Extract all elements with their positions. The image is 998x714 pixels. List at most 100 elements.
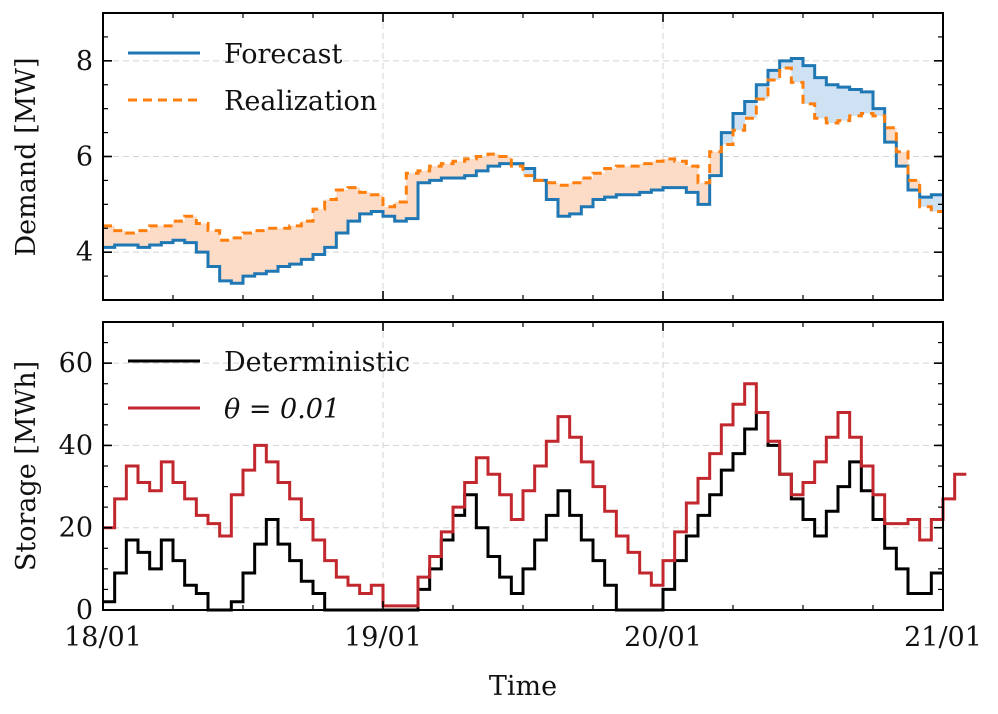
demand-y-axis-label: Demand [MW]: [11, 57, 42, 256]
storage-ytick-label: 20: [59, 513, 93, 544]
demand-fill-segment: [919, 197, 932, 207]
demand-fill-segment: [173, 221, 185, 241]
demand-fill-segment: [733, 113, 745, 131]
demand-series-lines: [103, 56, 943, 285]
demand-y-tick-labels: 4 6 8: [76, 46, 93, 268]
demand-fill-segment: [616, 166, 629, 195]
demand-fill-segment: [931, 194, 944, 212]
demand-fill-segment: [628, 166, 640, 195]
x-tick-label: 21/01: [904, 622, 982, 653]
demand-fill-segment: [581, 178, 594, 207]
demand-fill-segment: [301, 221, 314, 260]
demand-fill-segment: [663, 158, 675, 188]
demand-fill-segment: [429, 166, 442, 181]
demand-legend: Forecast Realization: [128, 39, 377, 117]
demand-axes-frame: [102, 12, 944, 301]
storage-y-axis-label: Storage [MWh]: [11, 361, 42, 571]
demand-fill-segment: [546, 182, 559, 200]
x-tick-label: 20/01: [624, 622, 702, 653]
demand-fill-segment: [336, 189, 349, 234]
demand-fill-segment: [873, 108, 885, 116]
demand-fill-segment: [861, 91, 874, 114]
demand-fill-segment: [651, 161, 664, 190]
demand-fill-segment: [604, 168, 617, 198]
legend-label-theta: θ = 0.01: [224, 394, 340, 425]
demand-fill-segment: [721, 132, 734, 145]
demand-fill-segment: [313, 209, 325, 255]
x-axis-label: Time: [489, 671, 557, 702]
demand-fill-segment: [768, 70, 780, 80]
demand-fill-segment: [138, 230, 150, 248]
storage-grid: [103, 322, 943, 610]
demand-fill-segment: [686, 166, 699, 193]
storage-series-1-line: [103, 382, 967, 608]
demand-fill-segment: [289, 225, 302, 265]
demand-fill-segment: [476, 156, 489, 171]
demand-fill-segment: [383, 206, 395, 217]
demand-series-1-line: [103, 66, 943, 242]
demand-fill-segment: [254, 230, 267, 274]
storage-ytick-label: 40: [59, 430, 93, 461]
demand-ytick-label: 4: [76, 237, 93, 268]
demand-fill-segment: [593, 173, 605, 200]
storage-series-0-line: [103, 411, 943, 612]
demand-fill-segment: [896, 151, 909, 167]
demand-fill-segment: [348, 187, 360, 222]
demand-fill-segment: [359, 192, 372, 214]
x-tick-label: 18/01: [64, 622, 142, 653]
demand-fill-segment: [884, 127, 897, 143]
demand-fill-segment: [208, 230, 220, 267]
demand-fill-segment: [744, 101, 757, 119]
demand-fill-segment: [453, 161, 465, 179]
demand-panel: 4 6 8 Demand [MW] Forecast Realization: [11, 12, 944, 301]
demand-fill-segment: [418, 170, 430, 183]
demand-fill-segment: [826, 84, 839, 124]
demand-ytick-label: 8: [76, 46, 93, 77]
demand-fill-segment: [709, 151, 722, 176]
demand-fill-segment: [803, 65, 815, 104]
demand-fill-segment: [849, 89, 862, 116]
demand-fill-segment: [161, 225, 174, 243]
demand-fill-segment: [114, 230, 127, 245]
demand-fill-segment: [394, 201, 407, 222]
demand-fill-segment: [756, 84, 769, 100]
demand-fill-segment: [558, 185, 570, 217]
legend-label-forecast: Forecast: [224, 39, 342, 70]
demand-fill-segment: [908, 180, 920, 190]
x-tick-label: 19/01: [344, 622, 422, 653]
demand-fill-segment: [243, 233, 255, 277]
demand-fill-segment: [266, 228, 279, 272]
legend-label-deterministic: Deterministic: [224, 347, 410, 378]
demand-fill-segment: [569, 182, 582, 214]
demand-fill-segment: [219, 240, 232, 281]
legend-label-realization: Realization: [224, 86, 377, 117]
storage-legend: Deterministic θ = 0.01: [128, 347, 410, 425]
demand-fill-segment: [779, 60, 792, 69]
storage-axes-frame: [102, 321, 944, 611]
demand-fill-segment: [488, 154, 500, 167]
demand-fill-segment: [324, 199, 337, 248]
demand-fill-segment: [149, 225, 162, 245]
demand-fill-segment: [103, 225, 115, 248]
demand-fill-segment: [278, 228, 290, 267]
storage-ytick-label: 0: [76, 595, 93, 626]
demand-fill-segment: [126, 233, 139, 245]
demand-fill-segment: [406, 173, 419, 219]
demand-fill-segment: [196, 223, 209, 253]
demand-fill-segment: [523, 168, 535, 176]
demand-fill-segment: [441, 163, 454, 179]
demand-fill-segment: [791, 58, 804, 83]
storage-series-lines: [103, 382, 967, 612]
demand-ytick-label: 6: [76, 142, 93, 173]
storage-x-tick-labels: 18/01 19/01 20/01 21/01: [64, 622, 982, 653]
demand-fill-segment: [814, 77, 827, 119]
demand-fill-segment: [184, 216, 197, 243]
storage-panel: 0 20 40 60 18/01 19/01 20/01 21/01 Storage [MW…: [11, 321, 982, 702]
storage-ytick-label: 60: [59, 348, 93, 379]
demand-fill-segment: [231, 237, 244, 284]
storage-y-tick-labels: 0 20 40 60: [59, 348, 93, 626]
demand-fill-segment: [674, 161, 687, 188]
demand-fill-segment: [838, 87, 850, 121]
demand-fill-segment: [371, 194, 384, 212]
